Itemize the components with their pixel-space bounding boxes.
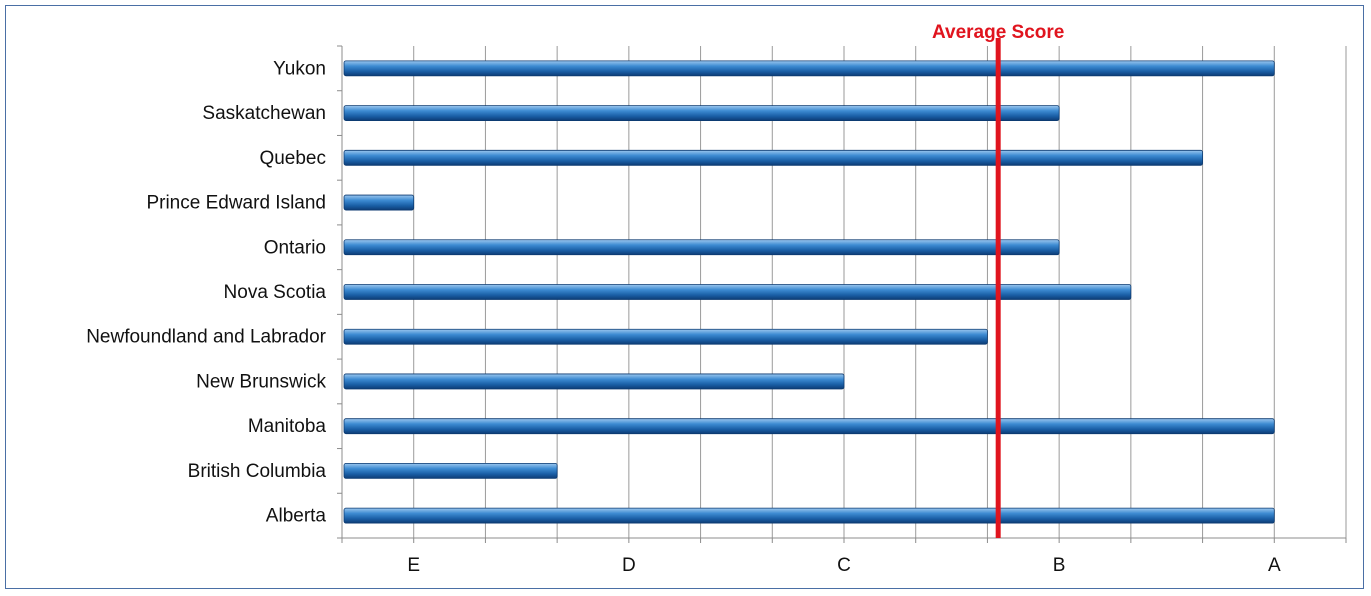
- bar: [343, 239, 1060, 256]
- x-tick-label: C: [837, 555, 851, 576]
- bar-chart: Yukon Saskatchewan Quebec Prince Edward Isl…: [86, 22, 1347, 576]
- category-label: Ontario: [264, 237, 326, 258]
- bar: [343, 60, 1275, 77]
- bar: [343, 507, 1275, 524]
- bar: [343, 284, 1132, 300]
- bar: [343, 463, 558, 479]
- bar: [343, 328, 988, 345]
- bar: [343, 105, 1060, 121]
- category-label: Alberta: [266, 506, 327, 527]
- bar: [343, 373, 845, 390]
- bar: [343, 149, 1203, 166]
- category-labels: Yukon Saskatchewan Quebec Prince Edward Isl…: [86, 58, 326, 526]
- category-label: Yukon: [273, 58, 326, 79]
- category-label: British Columbia: [188, 461, 327, 482]
- x-tick-label: D: [622, 555, 636, 576]
- category-label: Quebec: [259, 148, 326, 169]
- category-label: Prince Edward Island: [146, 193, 326, 214]
- x-tick-label: A: [1268, 555, 1281, 576]
- x-tick-label: E: [407, 555, 420, 576]
- average-line-group: Average Score: [932, 22, 1064, 538]
- category-label: Saskatchewan: [202, 103, 326, 124]
- average-line-label: Average Score: [932, 22, 1064, 43]
- x-tick-label: B: [1053, 555, 1066, 576]
- category-label: Manitoba: [248, 416, 327, 437]
- chart-frame: Yukon Saskatchewan Quebec Prince Edward Isl…: [5, 5, 1364, 589]
- category-label: Newfoundland and Labrador: [86, 327, 326, 348]
- axes: [337, 45, 1347, 543]
- category-label: Nova Scotia: [224, 282, 327, 303]
- category-label: New Brunswick: [196, 371, 326, 392]
- bars: [343, 60, 1275, 524]
- bar: [343, 418, 1275, 435]
- bar: [343, 194, 415, 211]
